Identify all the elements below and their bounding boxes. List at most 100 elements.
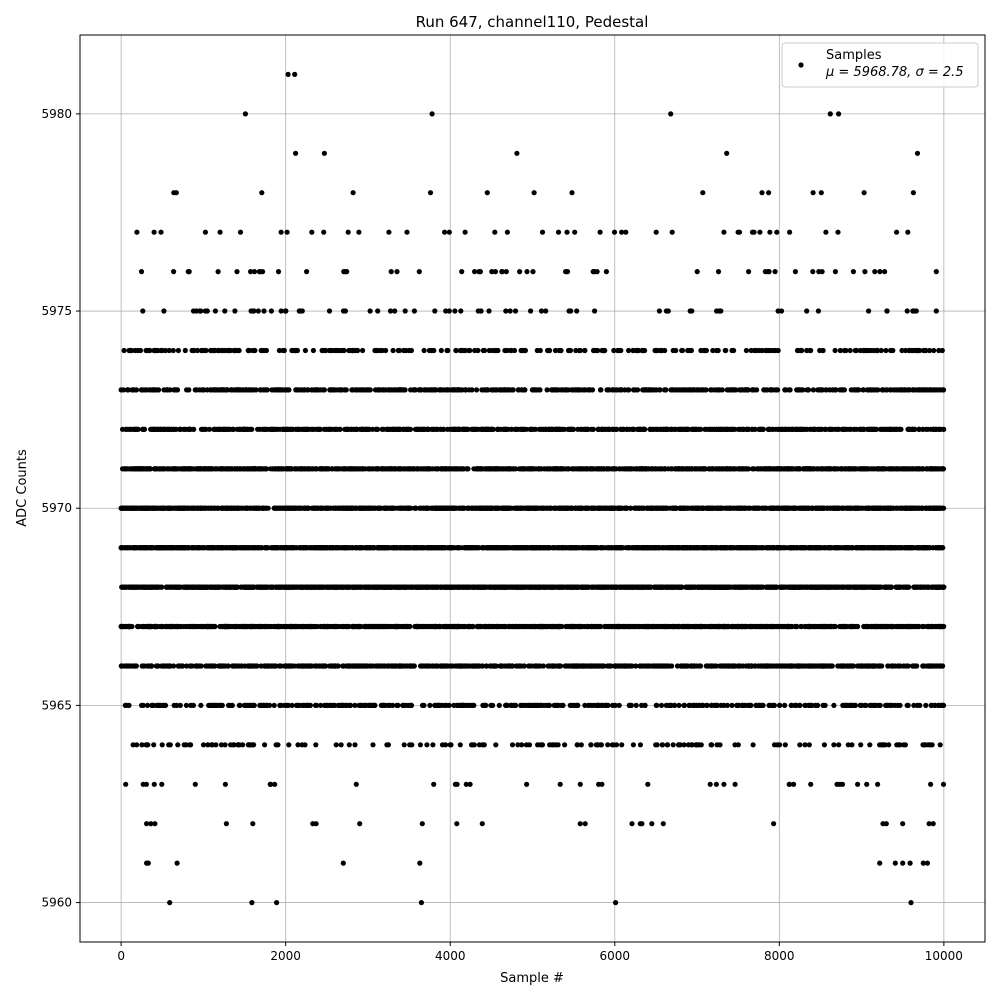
data-point [263,584,270,590]
data-point [460,702,466,709]
data-point [218,702,224,709]
data-point [734,702,740,709]
data-point [465,623,471,630]
data-point [663,584,670,590]
data-point [438,584,444,590]
data-point [521,584,527,590]
data-point [187,742,193,748]
data-point [791,781,797,787]
data-point [928,781,934,787]
data-point [808,781,814,787]
data-point [160,663,166,669]
data-point [439,663,445,669]
data-point [133,663,139,669]
data-point [430,742,436,748]
data-point [307,702,313,709]
data-point [676,702,682,709]
data-point [350,584,356,590]
data-point [755,584,761,590]
data-point [324,702,331,709]
data-point [645,781,651,787]
data-point [721,702,727,709]
data-point [299,663,305,669]
data-point [240,623,246,630]
data-point [933,663,939,669]
data-point [300,623,306,630]
data-point [575,584,582,590]
data-point [460,584,466,590]
data-point [185,584,191,590]
data-point [616,702,622,709]
data-point [148,584,154,590]
data-point [365,623,371,630]
data-point [681,742,687,748]
data-point [676,742,682,748]
data-point [714,742,720,748]
data-point [227,623,233,630]
data-point [729,702,735,709]
data-point [924,623,930,630]
data-point [863,663,869,669]
data-point [120,584,126,590]
data-point [875,781,881,787]
data-point [412,584,418,590]
data-point [370,742,376,748]
data-point [868,663,874,669]
data-point [895,663,901,669]
data-point [143,742,149,748]
data-point [587,623,593,630]
data-point [184,663,190,669]
data-point [713,702,719,709]
data-point [333,742,339,748]
data-point [509,584,515,590]
data-point [550,584,556,590]
data-point [345,623,351,630]
data-point [793,702,799,709]
data-point [159,742,165,748]
data-point [566,663,573,669]
data-point [868,623,874,630]
data-point [475,663,481,669]
data-point [296,702,302,709]
data-point [537,584,543,590]
data-point [151,742,157,748]
data-point [186,623,192,630]
data-point [274,623,280,630]
data-point [723,584,730,590]
data-point [509,742,516,748]
data-point [849,742,855,748]
data-point [263,623,269,630]
data-point [533,663,539,669]
data-point [353,781,359,787]
data-point [346,742,352,748]
data-point [626,663,632,669]
data-point [470,663,476,669]
data-point [600,663,606,669]
data-point [262,742,268,748]
data-point [130,742,136,748]
data-point [385,663,391,669]
data-point [230,742,236,748]
data-point [378,584,384,590]
data-point [678,663,685,669]
data-point [222,742,228,748]
data-point [711,663,717,669]
data-point [843,702,849,709]
data-point [305,663,311,669]
data-point [916,623,922,630]
data-point [284,702,290,709]
data-point [920,663,926,669]
data-point [518,663,524,669]
data-point [192,781,198,787]
data-point [421,702,427,709]
data-point [375,663,381,669]
data-point [806,663,812,669]
data-point [743,623,749,630]
data-point [273,584,279,590]
data-point [686,584,692,590]
data-point [639,584,646,590]
data-point [408,702,414,709]
data-point [148,663,154,669]
data-point [846,584,852,590]
data-point [659,742,666,748]
